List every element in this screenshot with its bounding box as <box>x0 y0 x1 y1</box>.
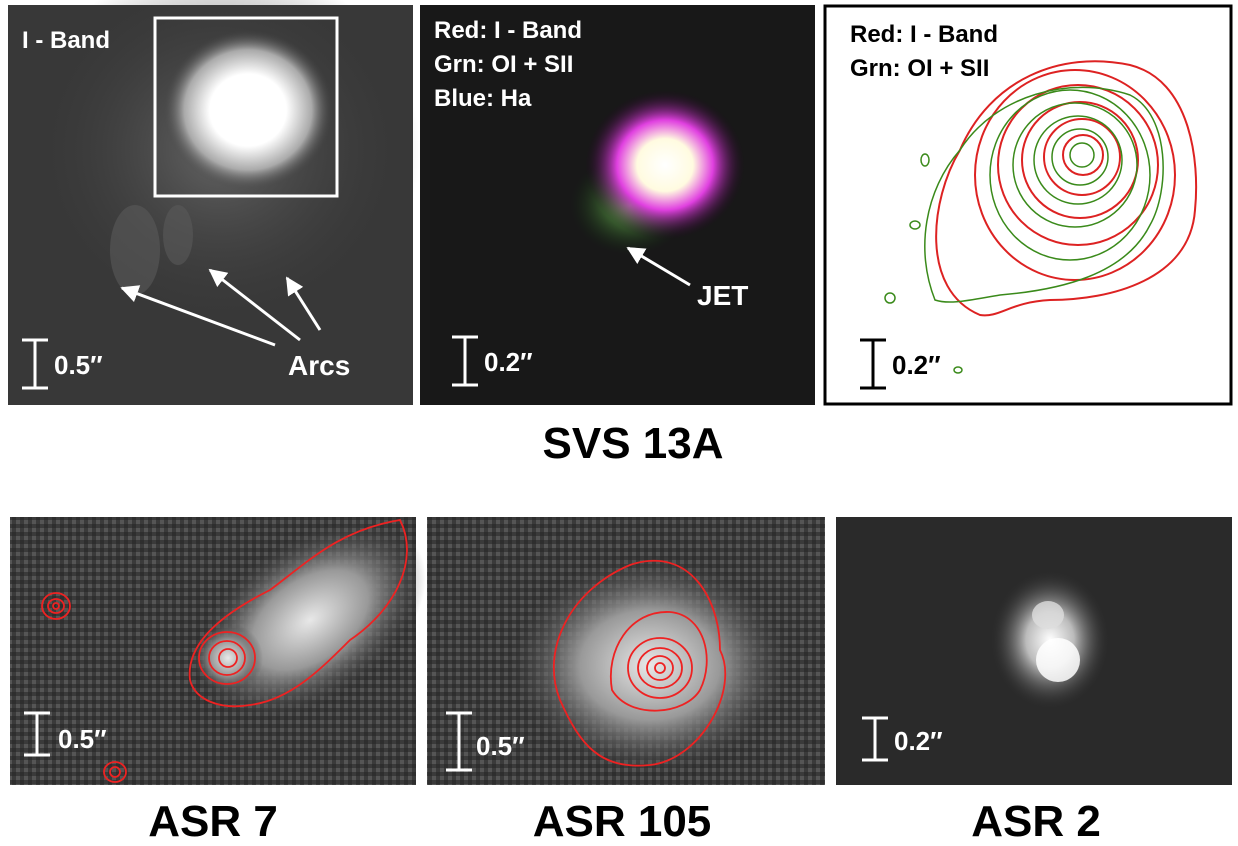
panel-contours: Red: I - Band Grn: OI + SII 0.2″ <box>825 6 1231 404</box>
star <box>163 30 333 190</box>
scale-label: 0.5″ <box>58 724 107 754</box>
panel-title: ASR 2 <box>971 797 1101 846</box>
legend-line: Red: I - Band <box>850 21 998 48</box>
annotation: Arcs <box>288 350 350 381</box>
star <box>585 90 745 240</box>
panel-asr2: 0.2″ <box>836 517 1232 785</box>
arc <box>110 205 160 295</box>
panel-i-band: I - Band Arcs 0.5″ <box>8 0 420 405</box>
panel-asr105: 0.5″ <box>427 517 825 785</box>
figure: I - Band Arcs 0.5″ Red: I - Band Grn: OI… <box>0 0 1238 846</box>
annotation: JET <box>697 280 748 311</box>
arc <box>163 205 193 265</box>
group-title: SVS 13A <box>543 419 724 468</box>
scale-label: 0.5″ <box>476 731 525 761</box>
panel-title: ASR 105 <box>533 797 712 846</box>
legend-line: Grn: OI + SII <box>434 51 573 78</box>
star-core <box>1036 638 1080 682</box>
star <box>193 623 263 693</box>
legend-line: Red: I - Band <box>434 17 582 44</box>
scale-label: 0.2″ <box>892 350 941 380</box>
legend-line: Blue: Ha <box>434 85 532 112</box>
panel-asr7: 0.5″ <box>10 480 462 785</box>
scale-label: 0.2″ <box>894 726 943 756</box>
scale-label: 0.2″ <box>484 347 533 377</box>
scale-label: 0.5″ <box>54 350 103 380</box>
star-core <box>1032 601 1064 629</box>
panel-color: Red: I - Band Grn: OI + SII Blue: Ha JET… <box>420 5 815 405</box>
panel-title: ASR 7 <box>148 797 278 846</box>
star <box>510 555 790 775</box>
band-label: I - Band <box>22 27 110 54</box>
legend-line: Grn: OI + SII <box>850 55 989 82</box>
